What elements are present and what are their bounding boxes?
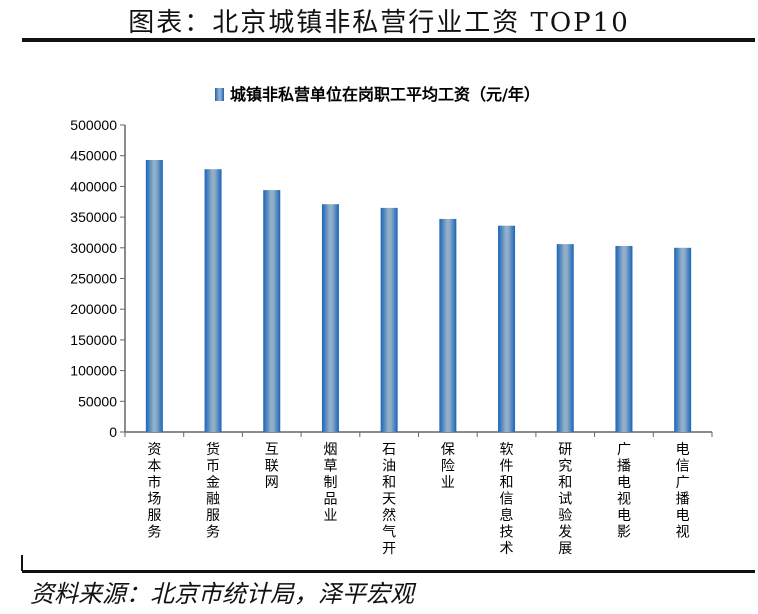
bar <box>439 218 457 432</box>
y-tick-label: 100000 <box>70 363 117 379</box>
bar <box>556 244 574 432</box>
x-tick-label: 保险业 <box>441 442 455 491</box>
x-tick-label: 研究和试验发展 <box>558 442 572 557</box>
bar <box>321 204 339 432</box>
frame-mark <box>21 555 23 571</box>
bar <box>498 225 516 432</box>
bar <box>145 159 163 433</box>
x-tick-label: 货币金融服务 <box>206 441 220 541</box>
bar <box>674 247 692 432</box>
y-tick-label: 350000 <box>70 209 117 225</box>
x-tick-label: 石油和天然气开 <box>382 442 396 557</box>
y-tick-label: 0 <box>109 424 117 440</box>
y-tick-label: 50000 <box>78 393 117 409</box>
source-note: 资料来源：北京市统计局，泽平宏观 <box>30 580 414 608</box>
x-tick-label: 互联网 <box>265 442 279 491</box>
x-tick-label: 烟草制品业 <box>323 442 337 524</box>
title-divider <box>22 38 755 42</box>
y-tick-label: 400000 <box>70 178 117 194</box>
legend-swatch <box>215 88 224 101</box>
y-tick-label: 450000 <box>70 148 117 164</box>
bar <box>263 190 281 432</box>
x-tick-label: 广播电视电影 <box>617 442 631 541</box>
y-tick-label: 300000 <box>70 240 117 256</box>
y-tick-label: 250000 <box>70 271 117 287</box>
y-tick-label: 200000 <box>70 301 117 317</box>
y-tick-label: 150000 <box>70 332 117 348</box>
x-tick-label: 软件和信息技术 <box>500 442 514 557</box>
x-tick-label: 电信广播电视 <box>676 442 690 541</box>
y-tick-label: 500000 <box>70 117 117 133</box>
bar <box>380 207 398 432</box>
footer-divider <box>22 570 755 573</box>
page-title: 图表：北京城镇非私营行业工资 TOP10 <box>128 8 630 38</box>
legend-label: 城镇非私营单位在岗职工平均工资（元/年） <box>230 85 540 104</box>
bar <box>204 169 222 432</box>
x-tick-label: 资本市场服务 <box>147 442 161 541</box>
bar <box>615 245 633 432</box>
